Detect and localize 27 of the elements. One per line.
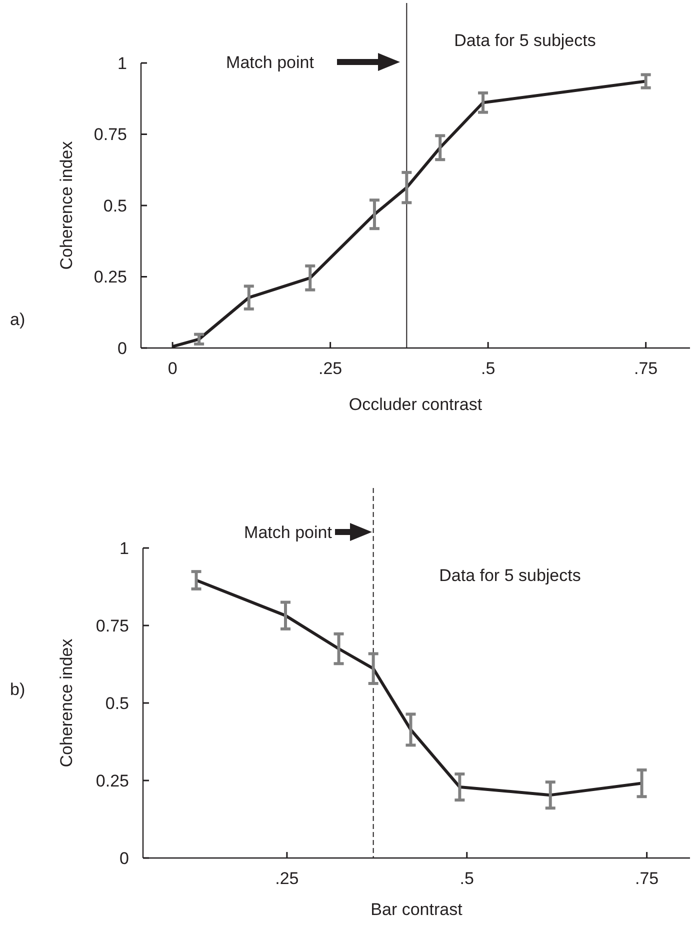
y-tick-label: 0.5 [105,694,129,713]
y-tick-label: 0 [120,848,129,868]
text: a) [10,310,26,329]
x-tick-label: .75 [634,869,659,888]
x-tick-label: .75 [634,359,658,378]
x-axis-title: Occluder contrast [348,395,482,414]
text: Match point [244,523,332,542]
annotation: Match point [226,53,314,72]
x-axis-title: Bar contrast [370,900,463,919]
y-tick-label: 0 [118,338,127,358]
y-tick-label: 1 [118,54,127,73]
y-tick-label: 0.75 [96,616,129,636]
y-tick-label: 1 [120,538,129,558]
y-tick-label: 0.25 [96,771,129,790]
x-tick-label: .25 [275,869,299,888]
text: b) [10,680,26,699]
x-tick-label: .5 [480,359,496,378]
text: Data for 5 subjects [454,31,596,50]
y-tick-label: 0.5 [103,196,127,216]
annotation: Data for 5 subjects [439,566,581,585]
x-tick-label: .5 [460,869,474,888]
y-axis-title: Coherence index [57,638,76,768]
y-tick-label: 0.75 [94,125,127,144]
x-tick-label: .25 [318,359,342,378]
y-axis-title: Coherence index [57,140,76,270]
x-tick-label: 0 [168,359,178,378]
y-tick-label: 0.25 [94,268,127,287]
